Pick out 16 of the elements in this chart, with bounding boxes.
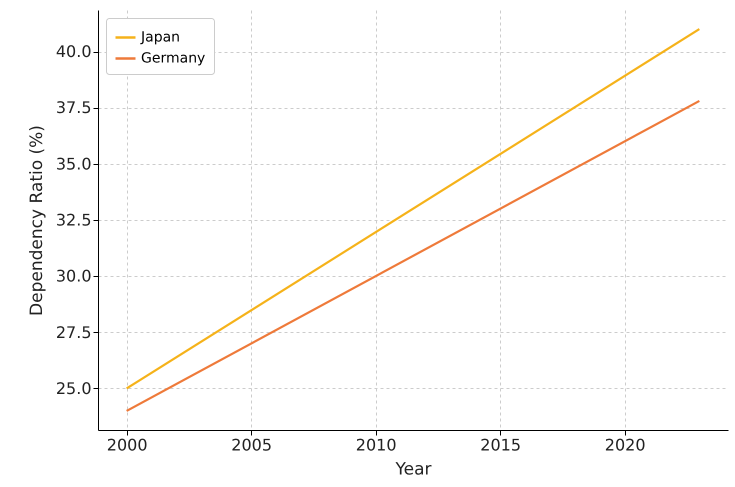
x-tick-label: 2005	[231, 436, 272, 454]
y-tick-label: 30.0	[56, 266, 92, 286]
x-tick-label: 2015	[480, 436, 522, 454]
y-tick-label: 25.0	[56, 378, 92, 398]
y-axis-title: Dependency Ratio (%)	[26, 125, 47, 316]
legend-label: Japan	[140, 30, 180, 46]
y-tick-label: 37.5	[56, 98, 92, 118]
x-tick-label: 2000	[106, 436, 148, 454]
y-tick-label: 27.5	[56, 322, 92, 342]
y-tick-label: 32.5	[56, 210, 92, 230]
y-tick-label: 40.0	[56, 42, 92, 62]
legend-label: Germany	[141, 50, 206, 66]
y-tick-label: 35.0	[56, 154, 92, 174]
x-tick-label: 2010	[356, 436, 397, 454]
x-tick-label: 2020	[604, 436, 646, 454]
x-axis-title: Year	[394, 460, 432, 480]
